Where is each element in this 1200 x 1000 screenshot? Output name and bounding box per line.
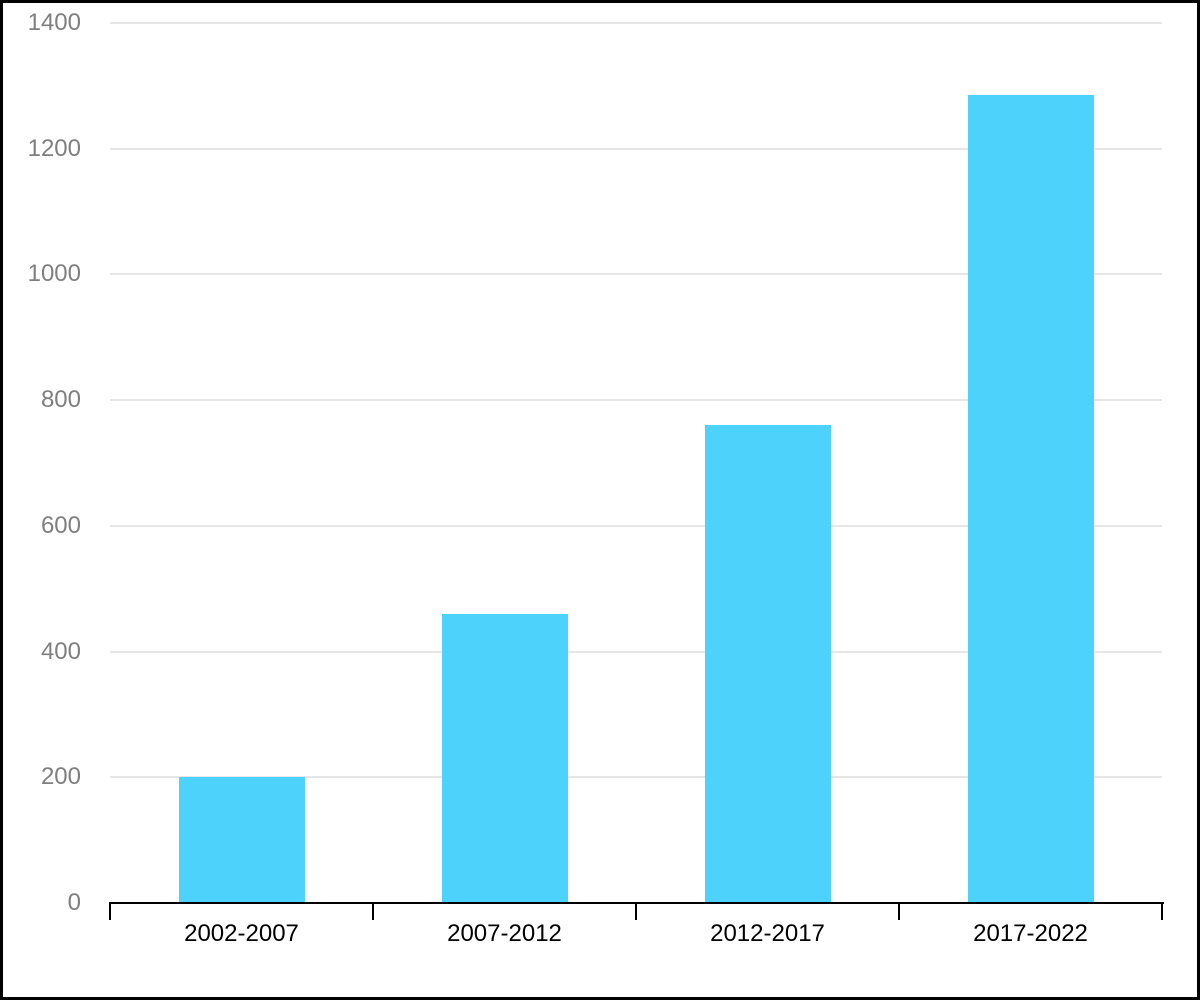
x-axis-tick: [1161, 902, 1163, 920]
gridline-400: [110, 650, 1162, 653]
bar-chart: 0 200 400 600 800 1000 1200 1400 2002-2007 2007-2…: [3, 3, 1197, 997]
bar-2007-2012: [441, 613, 568, 903]
bar-2012-2017: [704, 425, 831, 903]
gridline-200: [110, 776, 1162, 779]
gridline-800: [110, 399, 1162, 402]
x-axis-tick-label: 2007-2012: [447, 920, 562, 947]
x-axis-tick: [635, 902, 637, 920]
gridline-600: [110, 524, 1162, 527]
gridline-1000: [110, 273, 1162, 276]
x-axis-tick: [109, 902, 111, 920]
x-axis-tick: [898, 902, 900, 920]
y-axis-tick-label: 1200: [27, 134, 81, 162]
x-axis-tick: [372, 902, 374, 920]
y-axis-tick-label: 600: [40, 511, 81, 539]
y-axis-tick-label: 200: [40, 763, 81, 791]
y-axis-tick-label: 800: [40, 386, 81, 414]
x-axis-tick-label: 2002-2007: [184, 920, 299, 947]
gridline-1400: [110, 22, 1162, 24]
y-axis-tick-label: 400: [40, 637, 81, 665]
x-axis-line: [110, 902, 1164, 904]
y-axis-tick-label: 1000: [27, 260, 81, 288]
x-axis-tick-label: 2012-2017: [710, 920, 825, 947]
y-axis-tick-label: 1400: [27, 9, 81, 36]
y-axis-tick-label: 0: [67, 889, 81, 916]
gridline-1200: [110, 147, 1162, 150]
bar-2017-2022: [967, 95, 1094, 903]
bar-2002-2007: [178, 777, 305, 903]
x-axis-tick-label: 2017-2022: [973, 920, 1088, 947]
